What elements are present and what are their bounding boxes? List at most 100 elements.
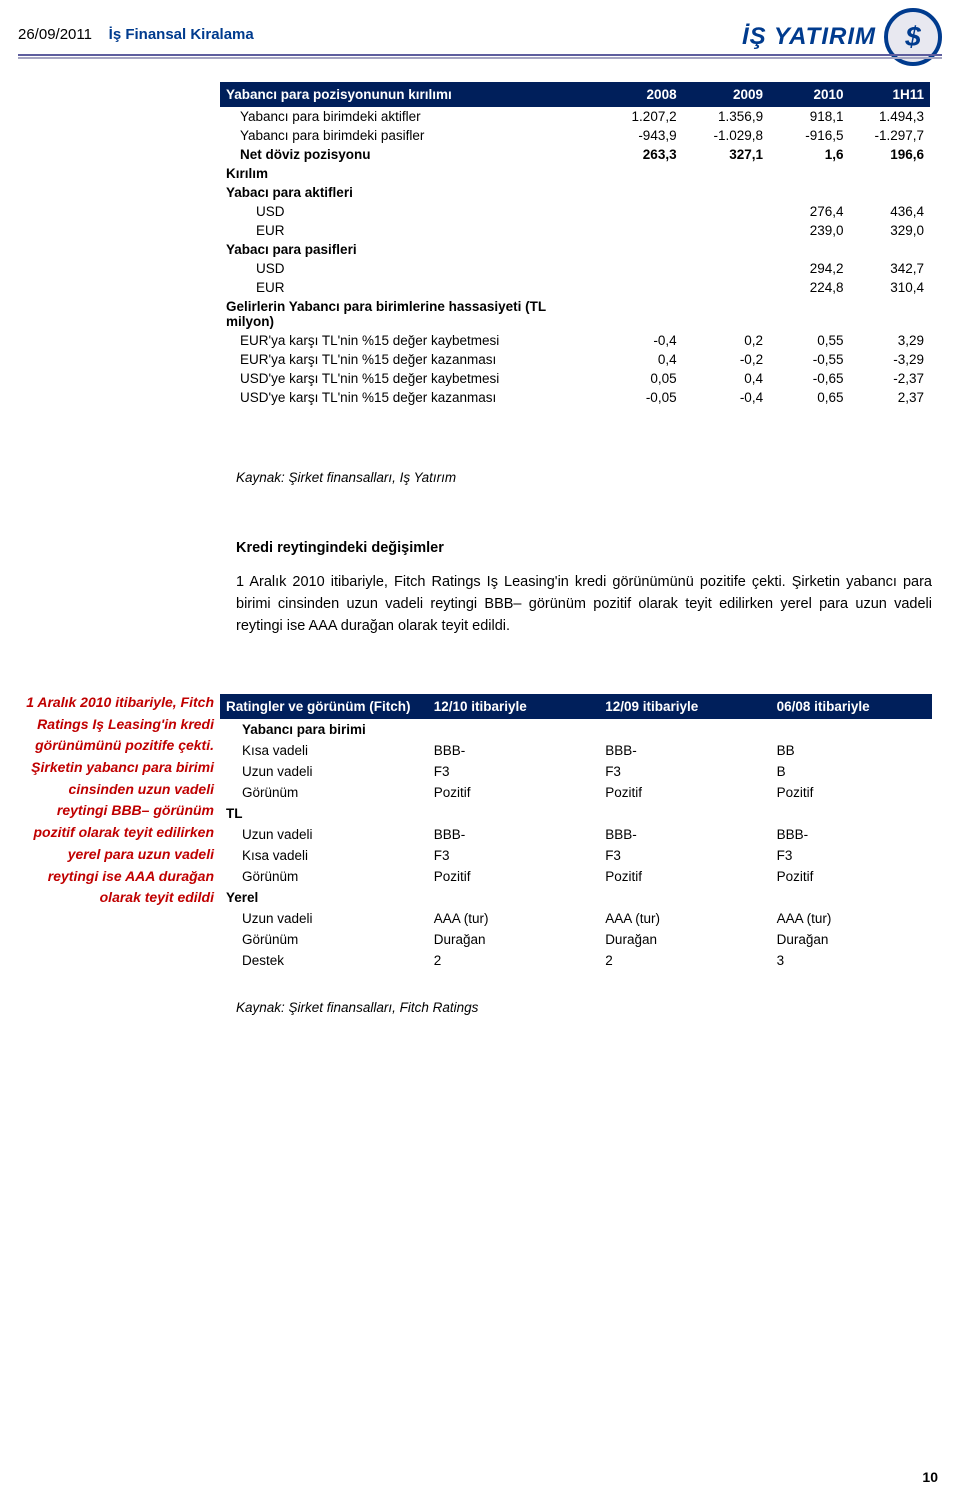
cell-value (602, 259, 682, 278)
cell-value (602, 240, 682, 259)
cell-value: BBB- (599, 824, 770, 845)
cell-value: -0,2 (683, 350, 769, 369)
cell-value (602, 221, 682, 240)
header-rule-bottom (18, 57, 942, 59)
cell-value: F3 (599, 761, 770, 782)
cell-value: -0,4 (683, 388, 769, 407)
row-label: Kırılım (220, 164, 602, 183)
cell-value: 263,3 (602, 145, 682, 164)
cell-value: 3 (771, 950, 932, 971)
cell-value: F3 (599, 845, 770, 866)
t1-title: Yabancı para pozisyonunun kırılımı (220, 82, 602, 107)
row-label: Uzun vadeli (220, 824, 428, 845)
table-row: Destek223 (220, 950, 932, 971)
cell-value: -0,65 (769, 369, 849, 388)
row-label: Yabacı para pasifleri (220, 240, 602, 259)
cell-value (683, 240, 769, 259)
cell-value (683, 297, 769, 331)
table1-source: Kaynak: Şirket finansalları, Iş Yatırım (236, 470, 456, 485)
t2-title: Ratingler ve görünüm (Fitch) (220, 694, 428, 719)
t1-h2: 2010 (769, 82, 849, 107)
cell-value: AAA (tur) (428, 908, 599, 929)
row-label: Destek (220, 950, 428, 971)
cell-value (428, 803, 599, 824)
cell-value: 2 (599, 950, 770, 971)
row-label: EUR'ya karşı TL'nin %15 değer kaybetmesi (220, 331, 602, 350)
table-row: GörünümPozitifPozitifPozitif (220, 866, 932, 887)
table-row: USD'ye karşı TL'nin %15 değer kazanması -… (220, 388, 930, 407)
cell-value: Pozitif (599, 866, 770, 887)
table-row: EUR224,8310,4 (220, 278, 930, 297)
t2-header-row: Ratingler ve görünüm (Fitch) 12/10 itiba… (220, 694, 932, 719)
row-label: Yabacı para aktifleri (220, 183, 602, 202)
t1-header-row: Yabancı para pozisyonunun kırılımı 2008 … (220, 82, 930, 107)
cell-value (602, 164, 682, 183)
cell-value (769, 297, 849, 331)
row-label: Uzun vadeli (220, 761, 428, 782)
cell-value: 1,6 (769, 145, 849, 164)
row-label: TL (220, 803, 428, 824)
sidebar-callout: 1 Aralık 2010 itibariyle, Fitch Ratings … (24, 692, 214, 909)
cell-value: -0,55 (769, 350, 849, 369)
table-row: USD'ye karşı TL'nin %15 değer kaybetmesi… (220, 369, 930, 388)
cell-value (850, 240, 930, 259)
cell-value: 1.494,3 (850, 107, 930, 126)
cell-value: 224,8 (769, 278, 849, 297)
cell-value: 327,1 (683, 145, 769, 164)
row-label: Yabancı para birimi (220, 719, 428, 740)
cell-value: F3 (428, 845, 599, 866)
cell-value: 196,6 (850, 145, 930, 164)
cell-value: Durağan (599, 929, 770, 950)
row-label: Gelirlerin Yabancı para birimlerine hass… (220, 297, 602, 331)
t2-body: Yabancı para birimiKısa vadeliBBB-BBB-BB… (220, 719, 932, 971)
row-label: Görünüm (220, 866, 428, 887)
row-label: EUR (220, 278, 602, 297)
cell-value (850, 297, 930, 331)
cell-value: 0,4 (602, 350, 682, 369)
table-row: GörünümDurağanDurağanDurağan (220, 929, 932, 950)
brand-badge-inner: $ (905, 21, 921, 53)
t1-h1: 2009 (683, 82, 769, 107)
row-label: USD'ye karşı TL'nin %15 değer kazanması (220, 388, 602, 407)
row-label: Kısa vadeli (220, 845, 428, 866)
table-row: GörünümPozitifPozitifPozitif (220, 782, 932, 803)
cell-value (769, 240, 849, 259)
cell-value (683, 164, 769, 183)
row-label: Görünüm (220, 782, 428, 803)
cell-value (769, 164, 849, 183)
row-label: Uzun vadeli (220, 908, 428, 929)
cell-value (599, 719, 770, 740)
cell-value: BBB- (771, 824, 932, 845)
cell-value (602, 202, 682, 221)
cell-value: AAA (tur) (771, 908, 932, 929)
table-row: TL (220, 803, 932, 824)
table-row: Net döviz pozisyonu263,3327,11,6196,6 (220, 145, 930, 164)
cell-value: Pozitif (428, 866, 599, 887)
row-label: EUR'ya karşı TL'nin %15 değer kazanması (220, 350, 602, 369)
table-row: Yabacı para aktifleri (220, 183, 930, 202)
row-label: USD (220, 202, 602, 221)
cell-value: 3,29 (850, 331, 930, 350)
cell-value: 436,4 (850, 202, 930, 221)
cell-value (771, 887, 932, 908)
cell-value: -916,5 (769, 126, 849, 145)
page-number: 10 (922, 1469, 938, 1485)
cell-value: BBB- (428, 824, 599, 845)
cell-value (683, 202, 769, 221)
t1-body: Yabancı para birimdeki aktifler1.207,21.… (220, 107, 930, 407)
cell-value: F3 (771, 845, 932, 866)
table-row: Yabancı para birimi (220, 719, 932, 740)
cell-value: BBB- (428, 740, 599, 761)
header-left: 26/09/2011 İş Finansal Kiralama (18, 26, 254, 43)
cell-value: Pozitif (428, 782, 599, 803)
cell-value: 918,1 (769, 107, 849, 126)
t2-h0: 12/10 itibariyle (428, 694, 599, 719)
cell-value (599, 803, 770, 824)
table-row: EUR239,0329,0 (220, 221, 930, 240)
cell-value: 0,2 (683, 331, 769, 350)
cell-value: 0,05 (602, 369, 682, 388)
section-title: Kredi reytingindeki değişimler (236, 540, 444, 556)
cell-value (683, 183, 769, 202)
cell-value (850, 164, 930, 183)
cell-value: 0,4 (683, 369, 769, 388)
